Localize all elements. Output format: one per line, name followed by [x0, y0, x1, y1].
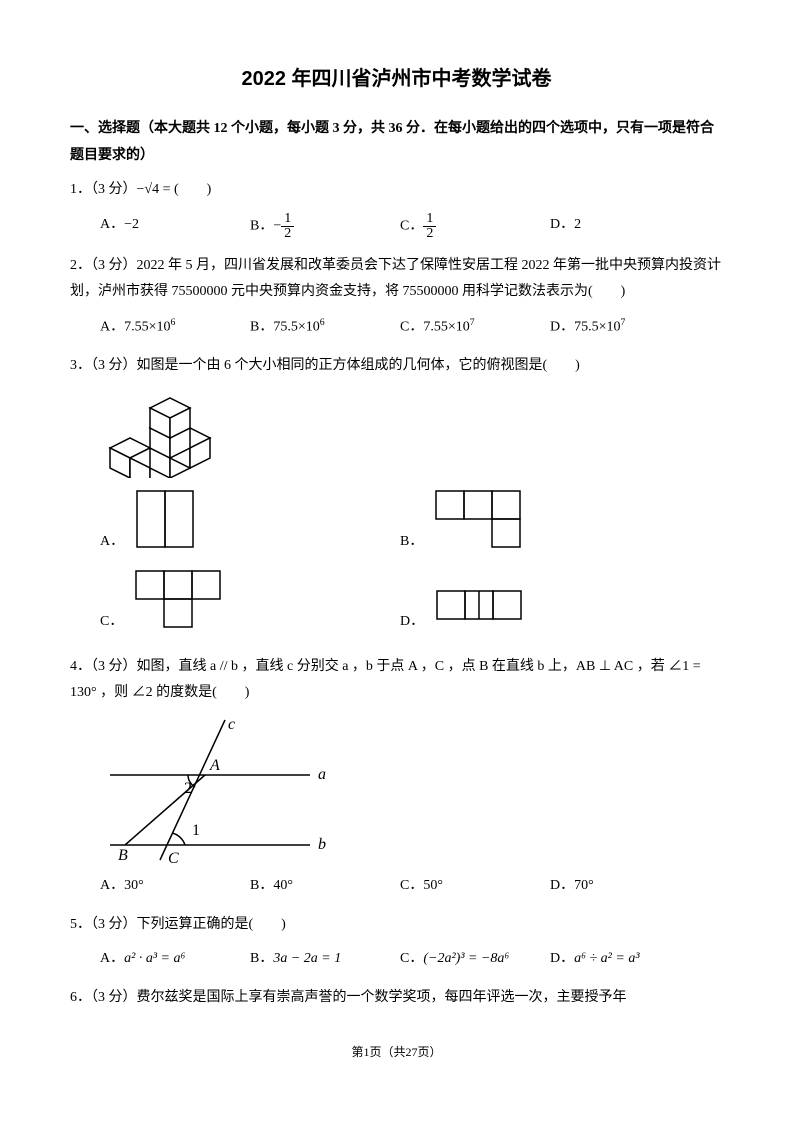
- q2-a-exp: 6: [171, 317, 176, 328]
- q4-lbl-a: a: [318, 766, 326, 783]
- q1-opt-d: D．2: [550, 212, 700, 241]
- q4-lbl-1: 1: [192, 822, 200, 839]
- question-2: 2．（3 分）2022 年 5 月，四川省发展和改革委员会下达了保障性安居工程 …: [70, 253, 723, 306]
- q4-lbl-b: b: [318, 836, 326, 853]
- opt-label-d: D．: [550, 320, 574, 335]
- q3-opt-a: A．: [100, 486, 400, 556]
- question-4: 4．（3 分）如图，直线 a // b ，直线 c 分别交 a ，b 于点 A …: [70, 654, 723, 707]
- q4-lbl-c: c: [228, 716, 235, 733]
- q2-options: A．7.55×106 B．75.5×106 C．7.55×107 D．75.5×…: [100, 314, 723, 345]
- page-footer: 第1页（共27页）: [70, 1041, 723, 1064]
- q5-opt-b: B．3a − 2a = 1: [250, 946, 400, 973]
- q2-opt-d: D．75.5×107: [550, 314, 700, 341]
- q1-b-num: 1: [281, 212, 294, 227]
- opt-label-d: D．: [550, 878, 574, 893]
- q1-b-neg: −: [273, 219, 281, 234]
- q5-opt-a: A．a² · a³ = a⁶: [100, 946, 250, 973]
- opt-label-b: B．: [250, 878, 273, 893]
- q4-lbl-2: 2: [184, 780, 192, 797]
- q1-opt-b: B．−12: [250, 212, 400, 241]
- opt-label-a: A．: [100, 320, 124, 335]
- exam-title: 2022 年四川省泸州市中考数学试卷: [70, 60, 723, 98]
- q5-opt-d: D．a⁶ ÷ a² = a³: [550, 946, 700, 973]
- q4-lbl-B: B: [118, 847, 128, 864]
- q1-opt-c: C．12: [400, 212, 550, 241]
- q5-options: A．a² · a³ = a⁶ B．3a − 2a = 1 C．(−2a²)³ =…: [100, 946, 723, 977]
- q1-b-den: 2: [281, 227, 294, 241]
- q3-solid-figure: [100, 388, 240, 478]
- q4-d: 70°: [574, 878, 594, 893]
- q2-opt-b: B．75.5×106: [250, 314, 400, 341]
- q2-c-base: 7.55×10: [423, 320, 469, 335]
- q4-diagram: a b c A B C 1 2: [100, 715, 340, 865]
- footer-mid: 页（共: [369, 1045, 405, 1059]
- q3-options-row2: C． D．: [100, 566, 723, 646]
- q4-opt-a: A．30°: [100, 873, 250, 900]
- q5-opt-c: C．(−2a²)³ = −8a⁶: [400, 946, 550, 973]
- q5-b: 3a − 2a = 1: [273, 951, 341, 966]
- opt-label-a: A．: [100, 878, 124, 893]
- q5-d: a⁶ ÷ a² = a³: [574, 951, 639, 966]
- q5-a: a² · a³ = a⁶: [124, 951, 185, 966]
- q1-opt-a: A．−2: [100, 212, 250, 241]
- q3-view-d: [432, 586, 552, 636]
- q3-view-a: [132, 486, 222, 556]
- q3-label-c: C．: [100, 609, 123, 636]
- q4-lbl-C: C: [168, 850, 179, 865]
- q3-label-a: A．: [100, 529, 124, 556]
- opt-label-c: C．: [400, 878, 423, 893]
- q3-label-b: B．: [400, 529, 423, 556]
- opt-label-d: D．: [550, 951, 574, 966]
- opt-label-a: A．: [100, 951, 124, 966]
- opt-label-b: B．: [250, 951, 273, 966]
- q4-a: 30°: [124, 878, 144, 893]
- q4-b: 40°: [273, 878, 293, 893]
- q3-opt-c: C．: [100, 566, 400, 636]
- q4-opt-c: C．50°: [400, 873, 550, 900]
- q4-opt-b: B．40°: [250, 873, 400, 900]
- q5-c: (−2a²)³ = −8a⁶: [423, 951, 509, 966]
- q1-c-den: 2: [423, 227, 436, 241]
- q4-options: A．30° B．40° C．50° D．70°: [100, 873, 723, 904]
- q1-opt-a-val: −2: [124, 217, 139, 232]
- q2-b-base: 75.5×10: [273, 320, 319, 335]
- q2-opt-a: A．7.55×106: [100, 314, 250, 341]
- q2-c-exp: 7: [470, 317, 475, 328]
- q2-d-exp: 7: [621, 317, 626, 328]
- opt-label-b: B．: [250, 219, 273, 234]
- q3-view-c: [131, 566, 251, 636]
- question-5: 5．（3 分）下列运算正确的是( ): [70, 912, 723, 939]
- q1-expr: −√4 = ( ): [137, 182, 212, 197]
- q4-lbl-A: A: [209, 757, 220, 774]
- opt-label-a: A．: [100, 217, 124, 232]
- q2-d-base: 75.5×10: [574, 320, 620, 335]
- question-1: 1．（3 分）−√4 = ( ): [70, 177, 723, 204]
- q2-b-exp: 6: [320, 317, 325, 328]
- opt-label-d: D．: [550, 217, 574, 232]
- footer-suffix: 页）: [418, 1045, 442, 1059]
- opt-label-c: C．: [400, 320, 423, 335]
- q4-c: 50°: [423, 878, 443, 893]
- question-3: 3．（3 分）如图是一个由 6 个大小相同的正方体组成的几何体，它的俯视图是( …: [70, 353, 723, 380]
- footer-total: 27: [406, 1045, 418, 1059]
- q1-options: A．−2 B．−12 C．12 D．2: [100, 212, 723, 245]
- q4-opt-d: D．70°: [550, 873, 700, 900]
- q2-opt-c: C．7.55×107: [400, 314, 550, 341]
- q3-opt-b: B．: [400, 486, 700, 556]
- opt-label-c: C．: [400, 951, 423, 966]
- q1-c-num: 1: [423, 212, 436, 227]
- footer-prefix: 第: [351, 1045, 363, 1059]
- q3-opt-d: D．: [400, 566, 700, 636]
- q1-opt-d-val: 2: [574, 217, 581, 232]
- q3-options-row1: A． B．: [100, 486, 723, 566]
- q3-view-b: [431, 486, 551, 556]
- q2-a-base: 7.55×10: [124, 320, 170, 335]
- section-header: 一、选择题（本大题共 12 个小题，每小题 3 分，共 36 分．在每小题给出的…: [70, 116, 723, 169]
- q3-label-d: D．: [400, 609, 424, 636]
- q1-prefix: 1．（3 分）: [70, 182, 137, 197]
- opt-label-b: B．: [250, 320, 273, 335]
- question-6: 6．（3 分）费尔兹奖是国际上享有崇高声誉的一个数学奖项，每四年评选一次，主要授…: [70, 985, 723, 1012]
- opt-label-c: C．: [400, 219, 423, 234]
